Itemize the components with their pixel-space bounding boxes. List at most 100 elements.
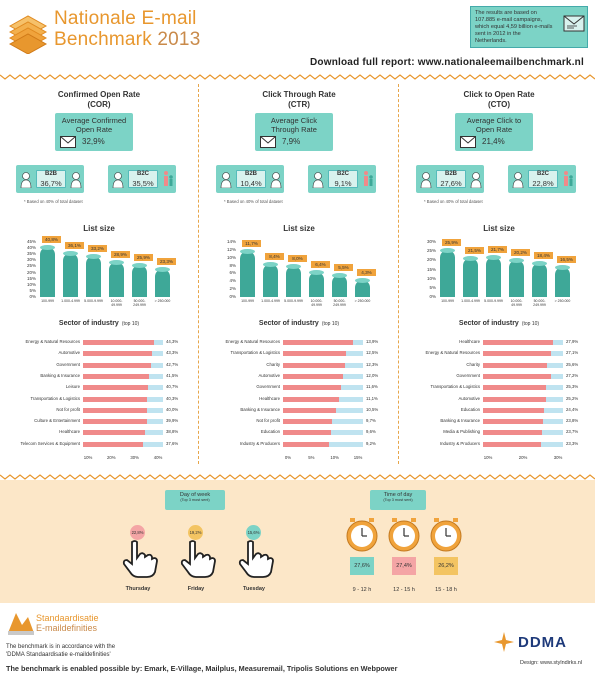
list-size-category: 10.000-49.999 [510,299,523,307]
b2b-value: 27,6% [440,179,462,188]
time-of-day-sub: (Top 3 most sent) [383,498,413,502]
list-size-bar [509,259,524,297]
envelope-icon [260,135,276,148]
list-size-bar [109,261,124,297]
sector-bar [483,407,544,413]
sector-value: 23,8% [566,418,579,424]
list-size-category: 5.000-9.999 [84,299,103,303]
list-size-category: > 250.000 [554,299,571,303]
average-label: Average Confirmed Open Rate [61,116,127,134]
sector-label: Automotive [58,350,81,356]
sector-bar [283,396,339,402]
sector-label: Energy & Natural Resources [225,339,280,344]
list-size-value: 6,4% [311,260,330,268]
list-size-value: 21,7% [488,246,507,254]
list-size-bar [240,251,255,297]
info-box: The results are based on 107.885 e-mail … [470,6,588,48]
sector-label: Government [56,361,80,367]
b2b-inner [436,170,466,188]
family-icon [562,170,574,193]
b2b-label: B2B [244,171,257,177]
sector-label: Culture & Entertainment [34,418,80,424]
sector-bar [283,373,343,379]
title-line2: Benchmark 2013 [54,30,200,50]
designer-credit: Design: www.stylndirks.nl [520,660,583,666]
b2b-inner [236,170,266,188]
b2b-label: B2B [44,171,57,177]
column-title: Confirmed Open Rate [57,90,141,99]
list-size-value: 20,2% [511,248,530,256]
day-percent-badge: 22,8% [130,525,145,540]
list-size-bar [355,280,370,297]
b2b-value: 36,7% [40,179,62,188]
sector-bar [283,419,332,425]
list-size-bar-top [40,245,55,251]
list-size-bar-top [63,250,78,256]
list-size-title: List size [483,224,515,233]
sector-value: 25,2% [566,395,579,401]
sector-title-text: Sector of industry [58,320,119,327]
day-percent-badge: 15,6% [246,525,261,540]
b2c-inner [528,170,558,188]
list-size-bar-top [132,263,147,269]
sector-bar [83,441,144,447]
sector-bar [283,362,345,368]
sector-value: 39,9% [166,418,179,424]
average-value: 21,4% [482,137,505,146]
average-label: Average Click to Open Rate [466,116,522,134]
sector-label: Leisure [65,384,80,390]
time-of-day-title: Time of day [383,492,413,498]
envelope-icon [460,135,476,148]
sector-label: Automotive [258,372,281,378]
list-size-category: 1.000-4.999 [461,299,480,303]
sector-title: Sector of industry (top 10) [200,320,398,327]
sector-bar [83,351,153,357]
sector-title-sub: (top 10) [121,321,140,327]
sector-value: 38,8% [166,429,179,435]
list-size-bar [486,257,501,297]
list-size-category: 10.000-49.999 [310,299,323,307]
list-size-category: > 250.000 [354,299,371,303]
list-size-value: 25,9% [442,238,461,246]
sector-bar [483,373,551,379]
sector-value: 40,7% [166,384,179,390]
list-size-bar-top [86,254,101,260]
clock-icon [346,518,378,557]
sector-x-tick: 15% [353,455,363,460]
sector-value: 13,9% [366,339,379,344]
person-icon [512,172,524,193]
time-percent: 26,2% [434,557,458,575]
list-size-bar-top [355,278,370,284]
y-tick-label: 10% [426,275,436,281]
sector-label: Automotive [458,395,481,401]
sector-bar [483,340,553,345]
zigzag-divider [0,74,595,80]
title-year: 2013 [157,29,201,50]
timing-panel [0,480,595,603]
sector-value: 27,2% [566,372,579,378]
y-tick-label: 6% [229,270,236,276]
logo-text-2: E-maildefinities [36,623,98,633]
y-tick-label: 15% [426,266,436,272]
list-size-category: > 250.000 [154,299,171,303]
download-link[interactable]: Download full report: www.nationaleemail… [310,57,584,68]
sector-value: 11,6% [366,384,378,390]
y-tick-label: 12% [226,246,236,252]
list-size-value: 40,8% [42,236,61,244]
footer-line-2: 'DDMA Standaardisatie e-maildefinities' [6,652,111,658]
hand-pointer-icon [122,540,158,583]
sector-value: 40,3% [166,395,179,401]
y-tick-label: 4% [229,278,236,284]
dataset-note: * Based on 40% of total dataset [24,199,83,204]
list-size-category: 50.000-249.999 [333,299,346,307]
sector-label: Transportation & Logistics [30,395,80,401]
sector-bar [483,419,543,425]
sector-value: 9,7% [366,418,376,424]
list-size-bar-top [486,255,501,261]
b2b-value: 10,4% [240,179,262,188]
sector-value: 12,5% [366,350,379,356]
sector-label: Education [460,406,480,412]
sector-value: 12,3% [366,361,379,367]
y-tick-label: 20% [26,269,36,275]
column-title: Click to Open Rate [463,90,535,99]
